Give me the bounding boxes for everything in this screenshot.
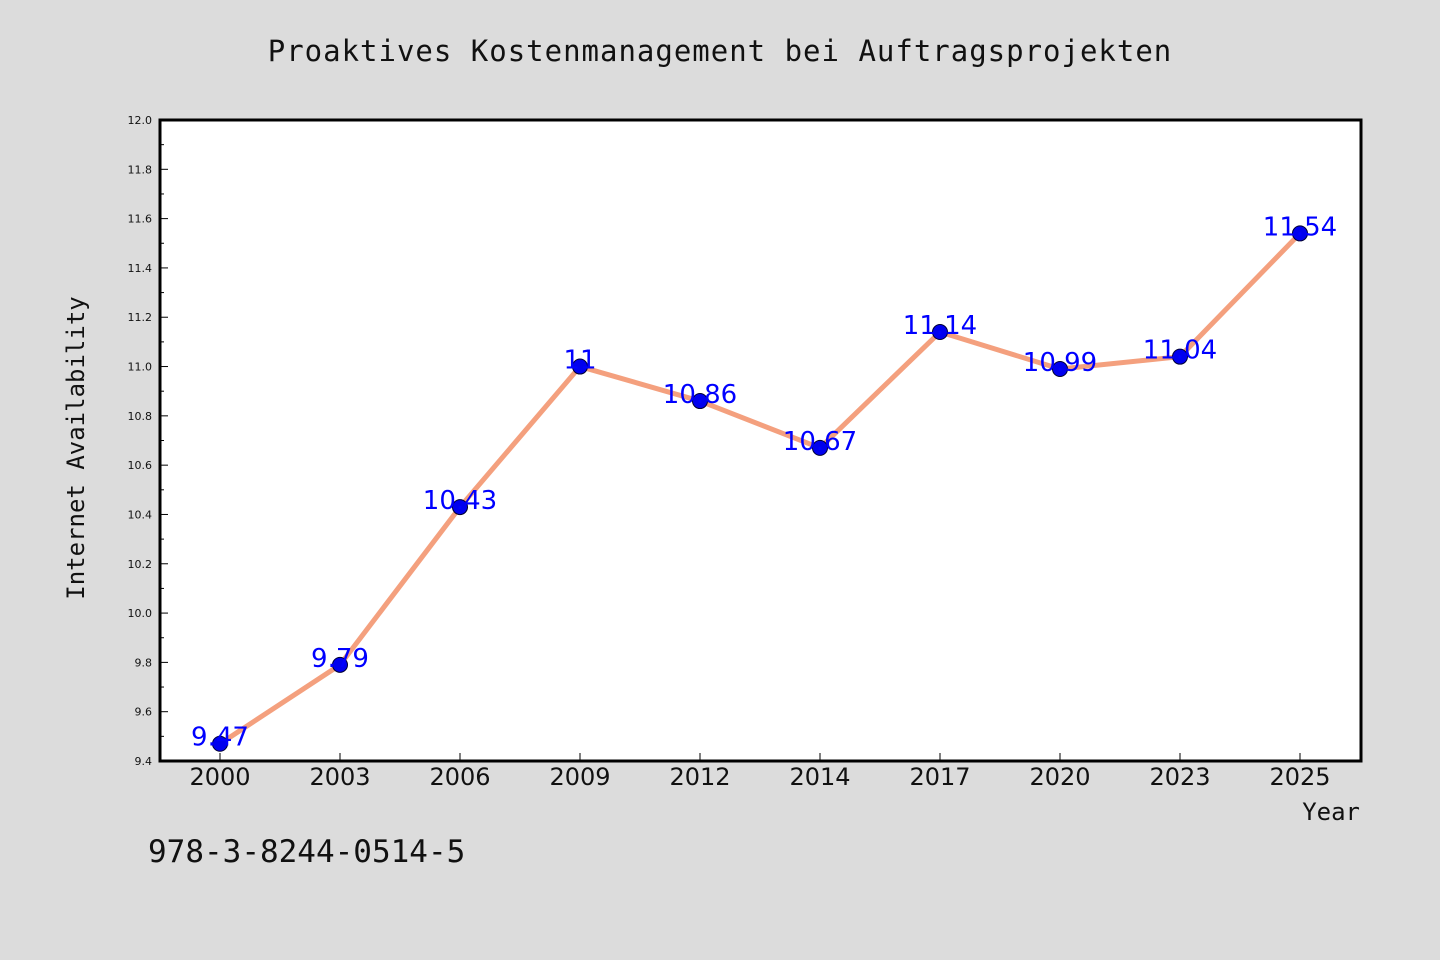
y-tick-label: 11.4: [128, 262, 153, 275]
y-tick-label: 11.2: [128, 311, 153, 324]
data-point: [572, 358, 588, 375]
data-labels-group: 9.47 9.79 10.43 11 10.86 10.67 11.14 10.99 11.04…: [191, 212, 1337, 752]
x-tick-label: 2012: [669, 763, 730, 791]
x-tick-label: 2023: [1149, 763, 1210, 791]
y-tick-label: 10.0: [128, 607, 153, 620]
data-point: [452, 499, 468, 516]
y-tick-label: 10.4: [128, 508, 153, 521]
y-tick-label: 12.0: [128, 114, 153, 127]
x-tick-label: 2017: [909, 763, 970, 791]
y-axis: 9.4 9.6 9.8 10.0 10.2 10.4 10.6 10.8 11.0 11.2 11.…: [128, 114, 168, 768]
y-tick-label: 10.8: [128, 410, 153, 423]
plot-frame: [158, 118, 1363, 763]
y-tick-label: 9.8: [135, 656, 153, 669]
x-tick-label: 2009: [549, 763, 610, 791]
x-tick-label: 2014: [789, 763, 850, 791]
y-tick-label: 10.6: [128, 459, 153, 472]
data-label: 11.14: [903, 311, 977, 341]
x-tick-label: 2006: [429, 763, 490, 791]
data-label: 10.67: [783, 427, 857, 457]
data-point: [932, 324, 948, 341]
y-tick-label: 11.8: [128, 163, 153, 176]
y-tick-label: 11.0: [128, 361, 153, 374]
data-point: [1052, 361, 1068, 378]
chart-title: Proaktives Kostenmanagement bei Auftrags…: [267, 34, 1173, 68]
series-line: [217, 230, 1303, 747]
plot-area: [160, 120, 1361, 761]
y-axis-label: Internet Availability: [62, 296, 90, 599]
data-label: 11: [563, 346, 596, 376]
isbn-text: 978-3-8244-0514-5: [148, 834, 466, 870]
data-point: [1292, 225, 1308, 242]
x-axis-label: Year: [1302, 798, 1360, 826]
x-tick-label: 2000: [189, 763, 250, 791]
y-tick-label: 10.2: [128, 558, 153, 571]
x-tick-label: 2025: [1269, 763, 1330, 791]
data-point: [692, 393, 708, 410]
data-point: [212, 735, 228, 752]
data-label: 10.86: [663, 380, 737, 410]
data-point: [332, 656, 348, 673]
x-axis: 2000 2003 2006 2009 2012 2014 2017 2020 2023 2025: [189, 753, 1331, 791]
y-tick-label: 9.6: [135, 706, 153, 719]
data-label: 9.79: [311, 644, 369, 674]
x-tick-label: 2020: [1029, 763, 1090, 791]
data-label: 9.47: [191, 723, 249, 753]
data-label: 11.04: [1143, 336, 1217, 366]
series-group: [212, 225, 1308, 752]
data-label: 11.54: [1263, 212, 1337, 242]
data-label: 10.43: [423, 486, 497, 516]
data-point: [1172, 348, 1188, 365]
data-point: [812, 439, 828, 456]
y-tick-label: 9.4: [135, 755, 153, 768]
data-label: 10.99: [1023, 348, 1097, 378]
x-tick-label: 2003: [309, 763, 370, 791]
y-tick-label: 11.6: [128, 213, 153, 226]
